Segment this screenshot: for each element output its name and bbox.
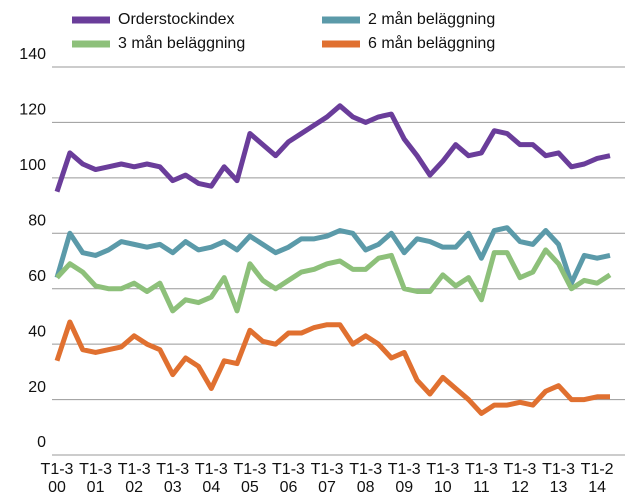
y-tick-label: 20 bbox=[28, 379, 46, 396]
x-tick-label: T1-3 03 bbox=[156, 461, 189, 496]
x-tick-label: T1-3 05 bbox=[233, 461, 266, 496]
legend-label: 3 mån beläggning bbox=[118, 34, 245, 52]
y-tick-label: 0 bbox=[37, 434, 46, 451]
y-tick-label: 120 bbox=[19, 102, 46, 119]
y-tick-label: 80 bbox=[28, 213, 46, 230]
x-tick-label: T1-3 06 bbox=[272, 461, 305, 496]
x-tick-label: T1-3 01 bbox=[79, 461, 112, 496]
x-tick-label: T1-3 09 bbox=[388, 461, 421, 496]
x-tick-label: T1-3 13 bbox=[542, 461, 575, 496]
series-line bbox=[54, 225, 611, 286]
legend-label: 2 mån beläggning bbox=[368, 10, 495, 28]
x-tick-label: T1-2 14 bbox=[581, 461, 614, 496]
y-tick-label: 140 bbox=[19, 46, 46, 63]
series-line bbox=[54, 103, 611, 193]
legend-label: Orderstockindex bbox=[118, 11, 235, 28]
y-tick-label: 100 bbox=[19, 157, 46, 174]
x-tick-label: T1-3 08 bbox=[349, 461, 382, 496]
x-tick-label: T1-3 11 bbox=[465, 461, 498, 496]
x-tick-label: T1-3 07 bbox=[311, 461, 344, 496]
y-tick-label: 40 bbox=[28, 323, 46, 340]
legend-label: 6 mån beläggning bbox=[368, 34, 495, 52]
x-tick-label: T1-3 02 bbox=[118, 461, 151, 496]
y-tick-label: 60 bbox=[28, 268, 46, 285]
x-tick-label: T1-3 04 bbox=[195, 461, 228, 496]
series-line bbox=[55, 247, 612, 314]
x-tick-label: T1-3 12 bbox=[504, 461, 537, 496]
series-line bbox=[54, 319, 610, 416]
x-tick-label: T1-3 10 bbox=[426, 461, 459, 496]
x-tick-label: T1-3 00 bbox=[41, 461, 74, 496]
